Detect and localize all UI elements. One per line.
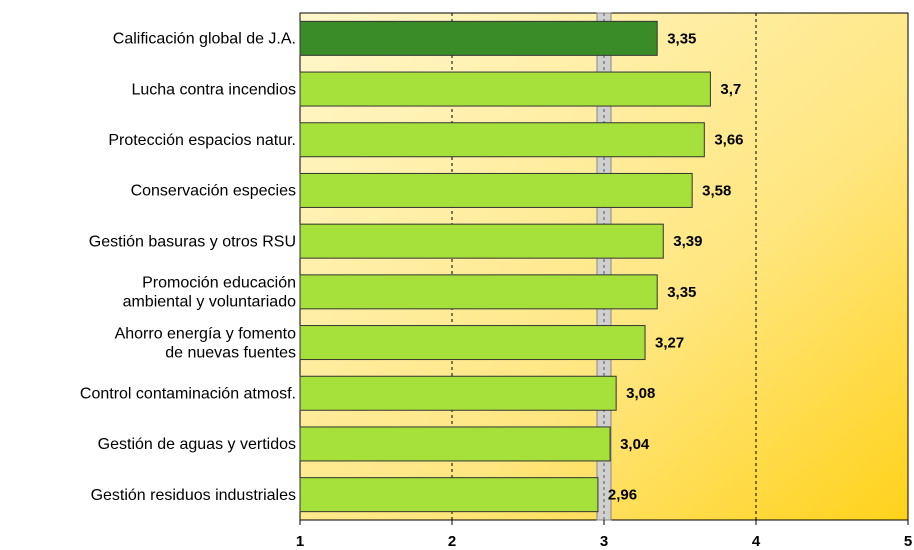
category-label: Lucha contra incendios [131,81,296,98]
category-label: Gestión basuras y otros RSU [89,233,296,250]
category-label: Gestión de aguas y vertidos [98,436,296,453]
bar [299,477,599,513]
value-label: 2,96 [608,487,637,504]
category-label: Promoción educación [142,275,296,292]
x-tick-label: 1 [296,533,304,550]
x-tick-label: 3 [600,533,608,550]
value-label: 3,04 [620,436,650,453]
category-label: Control contaminación atmosf. [80,385,296,402]
category-label: de nuevas fuentes [165,344,296,361]
bar [299,71,711,107]
value-label: 3,39 [673,233,702,250]
bar [299,122,705,158]
bar [299,375,617,411]
x-tick-label: 4 [752,533,761,550]
value-label: 3,35 [667,284,696,301]
category-label: ambiental y voluntariado [123,294,297,311]
bar [299,325,646,361]
value-label: 3,7 [720,81,741,98]
bar [299,223,664,259]
x-tick-label: 5 [904,533,912,550]
value-label: 3,35 [667,30,696,47]
value-label: 3,08 [626,385,655,402]
bar [299,426,611,462]
category-label: Gestión residuos industriales [91,487,296,504]
category-label: Protección espacios natur. [108,132,296,149]
x-tick-label: 2 [448,533,456,550]
category-label: Ahorro energía y fomento [115,325,297,342]
category-label: Conservación especies [131,183,296,200]
bar [299,20,658,56]
category-label: Calificación global de J.A. [113,31,296,48]
bar [299,172,693,208]
value-label: 3,58 [702,182,731,199]
bar [299,274,658,310]
value-label: 3,27 [655,335,684,352]
value-label: 3,66 [714,132,743,149]
